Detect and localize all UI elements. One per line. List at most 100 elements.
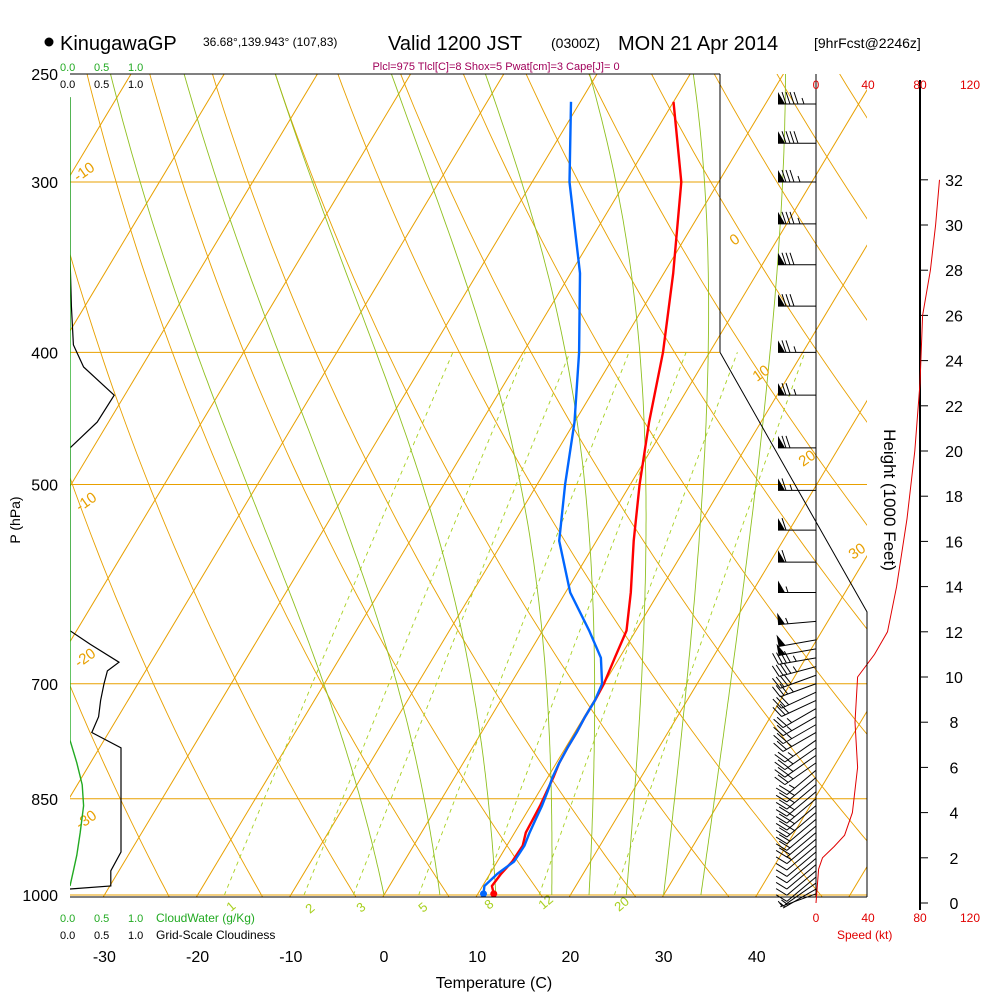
wind-barb-half-flag bbox=[787, 752, 794, 757]
wind-barb-flag bbox=[778, 785, 791, 793]
cloudiness-line bbox=[70, 97, 122, 890]
wind-barb-shaft bbox=[780, 893, 817, 908]
wind-barb-flag bbox=[775, 802, 788, 810]
wind-barb-flag bbox=[778, 799, 791, 807]
wind-barb-flag bbox=[779, 695, 790, 706]
wind-barb-shaft bbox=[778, 657, 817, 665]
dry-adiabat-line bbox=[525, 74, 867, 630]
wind-barb-flag bbox=[775, 787, 788, 796]
height-tick-label: 2 bbox=[950, 851, 959, 868]
wind-barb bbox=[778, 169, 816, 183]
wind-barb-pennant bbox=[778, 211, 785, 224]
wind-barb bbox=[771, 662, 817, 677]
wind-barb-shaft bbox=[786, 876, 817, 902]
cloudiness-tick: 0.5 bbox=[94, 930, 109, 942]
wind-barb-flag bbox=[781, 383, 787, 396]
mixing-ratio-line bbox=[538, 352, 738, 896]
stability-indices: Plcl=975 Tlcl[C]=8 Shox=5 Pwat[cm]=3 Cap… bbox=[372, 61, 619, 73]
wind-barb-flag bbox=[775, 875, 788, 884]
wind-barb-shaft bbox=[786, 791, 817, 817]
wind-barb-flag bbox=[776, 697, 786, 707]
speed-tick-label: 40 bbox=[861, 78, 875, 92]
moist-adiabat-line bbox=[589, 74, 647, 896]
wind-barb-half-flag bbox=[792, 666, 798, 673]
wind-barb bbox=[775, 845, 817, 871]
utc-time: (0300Z) bbox=[551, 35, 600, 51]
wind-barb-flag bbox=[776, 732, 787, 743]
wind-barb bbox=[775, 876, 817, 902]
wind-barb bbox=[775, 769, 817, 796]
wind-barb bbox=[775, 851, 817, 877]
moist-adiabat-line bbox=[700, 74, 786, 896]
cloud-water-axis-label: CloudWater (g/Kg) bbox=[156, 911, 255, 925]
wind-barb-flag bbox=[778, 827, 791, 835]
wind-barb bbox=[775, 864, 817, 890]
wind-barb-shaft bbox=[786, 818, 817, 845]
cloudiness-tick: 0.0 bbox=[60, 930, 75, 942]
wind-barb-flag bbox=[774, 761, 786, 771]
wind-barb-half-flag bbox=[788, 784, 795, 789]
wind-barb-flag bbox=[775, 843, 788, 851]
dry-adiabat-line bbox=[70, 252, 357, 897]
wind-barb-half-flag bbox=[788, 791, 795, 796]
wind-barb-flag bbox=[785, 169, 791, 183]
wind-barb-pennant bbox=[776, 634, 786, 647]
height-tick-label: 4 bbox=[950, 806, 959, 823]
isotherm-line bbox=[755, 710, 867, 897]
dry-adiabat-line bbox=[149, 74, 543, 897]
wind-barb-flag bbox=[781, 169, 787, 183]
pressure-tick-label: 1000 bbox=[22, 888, 58, 905]
temperature-tick-label: 0 bbox=[380, 949, 389, 966]
sounding-profiles bbox=[480, 101, 683, 897]
wind-barb-flag bbox=[789, 91, 795, 105]
wind-barb bbox=[777, 893, 817, 908]
wind-barb-flag bbox=[775, 664, 784, 676]
wind-barb-pennant bbox=[778, 340, 785, 353]
wind-barb-flag bbox=[775, 869, 788, 877]
wind-barb-flag bbox=[775, 829, 788, 838]
wind-barb-flag bbox=[772, 698, 782, 709]
wind-barb bbox=[775, 870, 817, 896]
wind-barb bbox=[775, 805, 817, 831]
speed-tick-label: 80 bbox=[913, 78, 927, 92]
wind-barb bbox=[778, 252, 816, 266]
wind-barb bbox=[775, 825, 817, 851]
wind-barb-flag bbox=[771, 665, 780, 677]
mixing-ratio-line bbox=[418, 352, 630, 896]
height-tick-label: 18 bbox=[945, 489, 963, 506]
wind-barb bbox=[775, 818, 817, 845]
cloud-water-tick: 1.0 bbox=[128, 62, 143, 74]
wind-barb-flag bbox=[785, 131, 791, 144]
wind-barb-shaft bbox=[784, 762, 817, 786]
wind-barb-half-flag bbox=[785, 586, 789, 593]
wind-barb bbox=[778, 383, 816, 396]
wind-barb-flag bbox=[781, 91, 787, 105]
wind-barb-shaft bbox=[782, 708, 817, 729]
wind-barb bbox=[777, 612, 817, 626]
wind-barb-shaft bbox=[786, 805, 817, 831]
dry-adiabat-line bbox=[400, 74, 867, 842]
isotherm-line bbox=[102, 74, 598, 897]
wind-barb-half-flag bbox=[786, 741, 793, 747]
temperature-tick-label: -10 bbox=[279, 949, 302, 966]
moist-adiabat-line bbox=[274, 74, 497, 896]
wind-barb bbox=[774, 762, 817, 786]
wind-barb-flag bbox=[789, 294, 795, 307]
cloud-water-tick: 0.5 bbox=[94, 913, 109, 925]
moist-adiabat-line bbox=[390, 74, 553, 895]
wind-barb bbox=[778, 340, 816, 353]
wind-barb-flag bbox=[773, 726, 784, 737]
wind-barb-shaft bbox=[786, 825, 817, 851]
temperature-surface-dot bbox=[490, 890, 498, 897]
wind-barb-flag bbox=[793, 91, 799, 105]
cloud-water-bottom-ticks: 0.0 0.5 1.0 CloudWater (g/Kg) bbox=[60, 911, 255, 925]
wind-barb-flag bbox=[775, 856, 788, 864]
cloudiness-tick: 1.0 bbox=[128, 79, 143, 91]
pressure-tick-label: 500 bbox=[31, 478, 58, 495]
wind-barb bbox=[772, 691, 817, 709]
thermo-background bbox=[70, 74, 867, 897]
height-tick-label: 16 bbox=[945, 534, 963, 551]
wind-barb-flag bbox=[774, 754, 786, 763]
wind-barb-flag bbox=[781, 478, 787, 491]
